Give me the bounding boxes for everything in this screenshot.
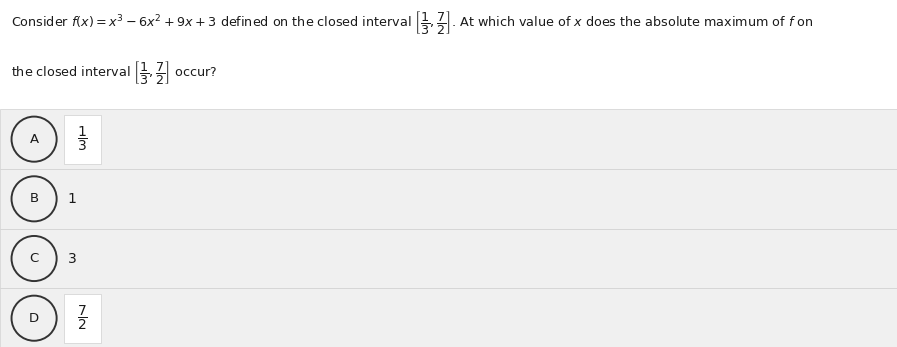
Ellipse shape [12,176,57,221]
Text: B: B [30,192,39,205]
Text: C: C [30,252,39,265]
Ellipse shape [12,117,57,162]
Text: $\dfrac{1}{3}$: $\dfrac{1}{3}$ [77,125,88,153]
FancyBboxPatch shape [0,288,897,347]
Text: $1$: $1$ [67,192,77,206]
FancyBboxPatch shape [0,229,897,288]
Text: $\dfrac{7}{2}$: $\dfrac{7}{2}$ [77,304,88,332]
FancyBboxPatch shape [0,169,897,229]
FancyBboxPatch shape [64,115,101,164]
FancyBboxPatch shape [64,294,101,343]
FancyBboxPatch shape [0,109,897,169]
Ellipse shape [12,296,57,341]
Text: A: A [30,133,39,146]
Text: the closed interval $\left[\dfrac{1}{3},\dfrac{7}{2}\right]$ occur?: the closed interval $\left[\dfrac{1}{3},… [11,59,217,86]
Text: D: D [29,312,39,325]
Text: Consider $f\left(x\right)=x^3-6x^2+9x+3$ defined on the closed interval $\left[\: Consider $f\left(x\right)=x^3-6x^2+9x+3$… [11,9,814,36]
Ellipse shape [12,236,57,281]
Text: $3$: $3$ [67,252,77,265]
